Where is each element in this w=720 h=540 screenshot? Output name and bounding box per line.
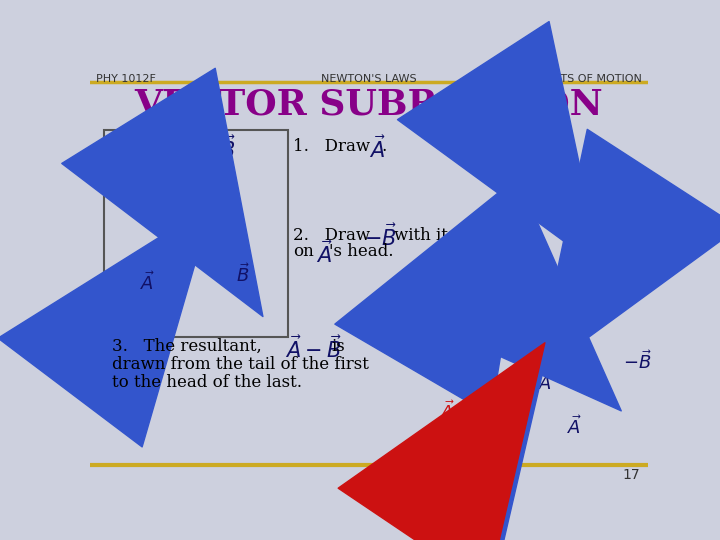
Text: drawn from the tail of the first: drawn from the tail of the first: [112, 356, 369, 373]
Text: $\mathit{\vec{A}}$: $\mathit{\vec{A}}$: [140, 271, 156, 294]
Text: $\mathit{\vec{A}}$: $\mathit{\vec{A}}$: [369, 135, 386, 161]
Text: NEWTON'S LAWS: NEWTON'S LAWS: [321, 74, 417, 84]
Text: 2.   Draw: 2. Draw: [293, 226, 370, 244]
Text: $\mathit{\vec{A}-\vec{B}}$: $\mathit{\vec{A}-\vec{B}}$: [285, 335, 342, 362]
Text: 3.   The resultant,: 3. The resultant,: [112, 338, 261, 355]
Text: $\mathit{-\vec{B}}$: $\mathit{-\vec{B}}$: [364, 224, 397, 250]
Text: To subtract: To subtract: [112, 138, 207, 155]
Text: to the head of the last.: to the head of the last.: [112, 374, 302, 390]
Text: is: is: [332, 338, 346, 355]
Text: 1.   Draw: 1. Draw: [293, 138, 370, 155]
Text: on: on: [293, 244, 314, 260]
Text: CONCEPTS OF MOTION: CONCEPTS OF MOTION: [514, 74, 642, 84]
Text: $\mathit{\vec{B}}$: $\mathit{\vec{B}}$: [220, 135, 236, 161]
Text: .: .: [382, 138, 387, 155]
Text: VECTOR SUBRACTION: VECTOR SUBRACTION: [135, 88, 603, 122]
Text: PHY 1012F: PHY 1012F: [96, 74, 156, 84]
Text: $\mathit{\vec{A}}$: $\mathit{\vec{A}}$: [538, 372, 553, 394]
Text: with its tail: with its tail: [394, 226, 488, 244]
Text: $\mathit{\vec{A}-\vec{B}}$: $\mathit{\vec{A}-\vec{B}}$: [441, 400, 490, 423]
Text: $\mathit{-\vec{B}}$: $\mathit{-\vec{B}}$: [605, 208, 634, 231]
Text: 17: 17: [623, 468, 640, 482]
Bar: [104, 130, 289, 336]
Text: $\mathit{\vec{A}}$: $\mathit{\vec{A}}$: [537, 156, 552, 179]
Text: $\mathit{\vec{A}}$: $\mathit{\vec{A}}$: [567, 415, 582, 438]
Text: $\mathit{\vec{B}}$: $\mathit{\vec{B}}$: [235, 264, 250, 286]
Text: $\mathit{\vec{A}}$: $\mathit{\vec{A}}$: [316, 240, 333, 267]
Text: $\mathit{-\vec{B}}$: $\mathit{-\vec{B}}$: [624, 350, 652, 373]
Text: $\mathit{\vec{A}}$: $\mathit{\vec{A}}$: [155, 153, 172, 179]
Text: :: :: [167, 156, 172, 173]
Text: 's head.: 's head.: [329, 244, 393, 260]
Text: from: from: [112, 156, 152, 173]
